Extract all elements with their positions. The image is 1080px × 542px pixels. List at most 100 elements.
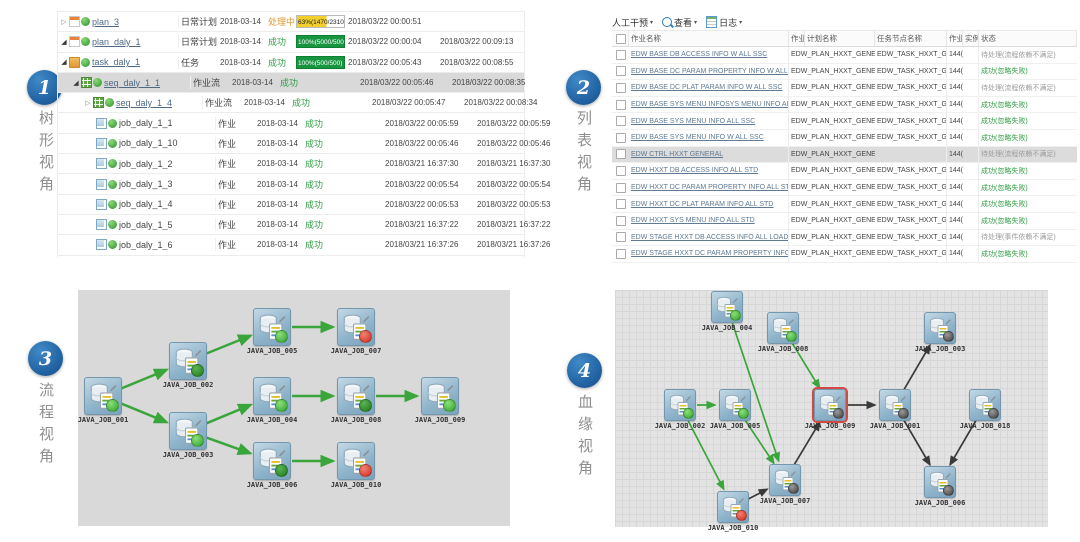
tree-item-name[interactable]: job_daly_1_6: [119, 239, 173, 250]
tree-item-name[interactable]: task_daly_1: [92, 57, 141, 68]
flow-node[interactable]: JAVA_JOB_004: [247, 377, 297, 424]
list-row[interactable]: EDW HXXT DC PLAT PARAM INFO ALL STD EDW_P…: [612, 196, 1077, 213]
job-name-link[interactable]: EDW BASE SYS MENU INFO W ALL SSC: [631, 134, 764, 142]
select-all-checkbox[interactable]: [616, 33, 626, 44]
tree-row[interactable]: job_daly_1_5 作业 2018-03-14 成功 2018/03/21 16:…: [58, 215, 550, 236]
list-row[interactable]: EDW BASE DC PARAM PROPERTY INFO W ALL SS…: [612, 63, 1077, 81]
tree-item-name[interactable]: plan_daly_1: [92, 36, 141, 47]
tree-row[interactable]: ◢ seq_daly_1_1 作业流 2018-03-14 成功 2018/03/22 0…: [58, 72, 525, 94]
flow-node[interactable]: JAVA_JOB_001: [78, 377, 128, 424]
job-name-link[interactable]: EDW BASE SYS MENU INFO ALL SSC: [631, 117, 756, 125]
tree-expander-icon[interactable]: ◢: [73, 79, 79, 87]
flow-canvas[interactable]: JAVA_JOB_001 JAVA_JOB_002 JAVA_JOB_003 JAVA…: [78, 290, 510, 526]
list-row[interactable]: EDW BASE SYS MENU INFOSYS MENU INFO ALL …: [612, 96, 1077, 114]
row-checkbox[interactable]: [616, 82, 626, 93]
tree-item-name[interactable]: job_daly_1_1: [119, 118, 173, 129]
tree-table: ▷ plan_3 日常计划 2018-03-14 处理中 63%(1470/2310) 20…: [57, 11, 550, 257]
tree-row[interactable]: job_daly_1_4 作业 2018-03-14 成功 2018/03/22 00:…: [58, 195, 550, 215]
flow-node[interactable]: JAVA_JOB_008: [331, 377, 381, 424]
tree-row[interactable]: ▷ plan_3 日常计划 2018-03-14 处理中 63%(1470/2310) 20…: [58, 12, 524, 33]
lineage-canvas[interactable]: JAVA_JOB_004 JAVA_JOB_008 JAVA_JOB_003 JAVA…: [615, 290, 1048, 532]
job-name-link[interactable]: EDW HXXT DB ACCESS INFO ALL STD: [631, 167, 759, 175]
tree-row[interactable]: ▷ seq_daly_1_4 作业流 2018-03-14 成功 2018/03/22 0…: [58, 93, 537, 114]
job-name-link[interactable]: EDW STAGE HXXT DB ACCESS INFO ALL LOAD: [631, 233, 789, 241]
tree-item-name[interactable]: plan_3: [92, 16, 120, 27]
flow-node[interactable]: JAVA_JOB_007: [331, 308, 381, 355]
row-checkbox[interactable]: [616, 99, 626, 110]
tree-item-name[interactable]: seq_daly_1_4: [116, 97, 173, 108]
list-row[interactable]: EDW HXXT SYS MENU INFO ALL STD EDW_PLAN_H…: [612, 212, 1077, 230]
job-name-link[interactable]: EDW BASE DB ACCESS INFO W ALL SSC: [631, 51, 768, 59]
flow-node[interactable]: JAVA_JOB_009: [415, 377, 465, 424]
list-row[interactable]: EDW BASE SYS MENU INFO ALL SSC EDW_PLAN_H…: [612, 113, 1077, 130]
lineage-node[interactable]: JAVA_JOB_004: [702, 291, 752, 332]
flow-node[interactable]: JAVA_JOB_010: [331, 442, 381, 489]
row-checkbox[interactable]: [616, 199, 626, 210]
row-checkbox[interactable]: [616, 248, 626, 259]
row-checkbox[interactable]: [616, 49, 626, 60]
tree-expander-icon[interactable]: ▷: [85, 99, 91, 107]
row-checkbox[interactable]: [616, 215, 626, 226]
tree-item-name[interactable]: job_daly_1_3: [119, 179, 173, 190]
list-row[interactable]: EDW BASE DB ACCESS INFO W ALL SSC EDW_PLA…: [612, 47, 1077, 64]
toolbar-button-manual-intervention[interactable]: 人工干预 ▾: [612, 16, 653, 29]
job-name-link[interactable]: EDW CTRL HXXT GENERAL: [631, 150, 724, 158]
row-checkbox[interactable]: [616, 232, 626, 243]
list-row[interactable]: EDW HXXT DC PARAM PROPERTY INFO ALL STD E…: [612, 179, 1077, 197]
job-name-link[interactable]: EDW BASE SYS MENU INFOSYS MENU INFO ALL …: [631, 101, 788, 109]
flow-node[interactable]: JAVA_JOB_002: [163, 342, 213, 389]
lineage-node[interactable]: JAVA_JOB_005: [710, 389, 760, 430]
lineage-node[interactable]: JAVA_JOB_001: [870, 389, 920, 430]
row-checkbox[interactable]: [616, 132, 626, 143]
lineage-node[interactable]: JAVA_JOB_018: [960, 389, 1010, 430]
tree-row[interactable]: job_daly_1_1 作业 2018-03-14 成功 2018/03/22 00:…: [58, 113, 550, 134]
tree-row[interactable]: job_daly_1_2 作业 2018-03-14 成功 2018/03/21 16:…: [58, 154, 550, 175]
tree-item-name[interactable]: job_daly_1_5: [119, 219, 173, 230]
list-row[interactable]: EDW STAGE HXXT DC PARAM PROPERTY INFO AL…: [612, 246, 1077, 263]
list-row[interactable]: EDW STAGE HXXT DB ACCESS INFO ALL LOAD ED…: [612, 229, 1077, 247]
list-row[interactable]: EDW HXXT DB ACCESS INFO ALL STD EDW_PLAN_…: [612, 163, 1077, 180]
job-name-link[interactable]: EDW HXXT DC PLAT PARAM INFO ALL STD: [631, 200, 774, 208]
lineage-node[interactable]: JAVA_JOB_008: [758, 312, 808, 353]
flow-node[interactable]: JAVA_JOB_005: [247, 308, 297, 355]
tree-row[interactable]: job_daly_1_3 作业 2018-03-14 成功 2018/03/22 00:…: [58, 174, 550, 195]
job-name-link[interactable]: EDW BASE DC PLAT PARAM INFO W ALL SSC: [631, 84, 783, 92]
flow-node[interactable]: JAVA_JOB_003: [163, 412, 213, 459]
tree-expander-icon[interactable]: ▷: [61, 18, 67, 26]
list-row[interactable]: EDW BASE SYS MENU INFO W ALL SSC EDW_PLAN…: [612, 129, 1077, 147]
row-checkbox[interactable]: [616, 66, 626, 77]
row-checkbox[interactable]: [616, 165, 626, 176]
tree-row[interactable]: ◢ plan_daly_1 日常计划 2018-03-14 成功 100%(5000/50…: [58, 32, 524, 53]
type-cell: 作业: [215, 157, 257, 171]
toolbar-button-log[interactable]: 日志 ▾: [706, 16, 742, 29]
tree-item-name[interactable]: job_daly_1_4: [119, 199, 173, 210]
tree-expander-icon[interactable]: ◢: [61, 59, 67, 67]
tree-expander-icon[interactable]: ◢: [61, 38, 67, 46]
list-row[interactable]: EDW CTRL HXXT GENERAL EDW_PLAN_HXXT_GENER…: [612, 146, 1077, 164]
lineage-node[interactable]: JAVA_JOB_009: [805, 389, 855, 430]
tree-row[interactable]: job_daly_1_6 作业 2018-03-14 成功 2018/03/21 16:…: [58, 235, 550, 256]
flow-node[interactable]: JAVA_JOB_006: [247, 442, 297, 489]
plan-name-cell: EDW_PLAN_HXXT_GENER: [791, 84, 875, 92]
row-checkbox[interactable]: [616, 116, 626, 127]
job-name-link[interactable]: EDW HXXT SYS MENU INFO ALL STD: [631, 217, 755, 225]
job-name-link[interactable]: EDW HXXT DC PARAM PROPERTY INFO ALL STD: [631, 184, 789, 192]
job-name-link[interactable]: EDW STAGE HXXT DC PARAM PROPERTY INFO AL…: [631, 250, 789, 258]
tree-item-name[interactable]: job_daly_1_2: [119, 158, 173, 169]
job-name-cell: EDW HXXT DC PARAM PROPERTY INFO ALL STD: [629, 179, 789, 196]
row-checkbox[interactable]: [616, 182, 626, 193]
row-checkbox[interactable]: [616, 149, 626, 160]
tree-row[interactable]: job_daly_1_10 作业 2018-03-14 成功 2018/03/22 00…: [58, 134, 550, 155]
lineage-node[interactable]: JAVA_JOB_003: [915, 312, 965, 353]
tree-item-name[interactable]: seq_daly_1_1: [104, 77, 161, 88]
tree-item-name[interactable]: job_daly_1_10: [119, 138, 178, 149]
lineage-node[interactable]: JAVA_JOB_007: [760, 464, 810, 505]
toolbar-button-view[interactable]: 查看 ▾: [662, 16, 697, 29]
tree-row[interactable]: ◢ task_daly_1 任务 2018-03-14 成功 100%(500/500) 2…: [58, 53, 524, 73]
lineage-node[interactable]: JAVA_JOB_002: [655, 389, 705, 430]
job-name-cell: EDW HXXT SYS MENU INFO ALL STD: [629, 212, 789, 229]
lineage-node[interactable]: JAVA_JOB_010: [708, 491, 758, 532]
list-row[interactable]: EDW BASE DC PLAT PARAM INFO W ALL SSC EDW…: [612, 80, 1077, 97]
lineage-node[interactable]: JAVA_JOB_006: [915, 466, 965, 507]
job-name-link[interactable]: EDW BASE DC PARAM PROPERTY INFO W ALL SS…: [631, 67, 789, 75]
